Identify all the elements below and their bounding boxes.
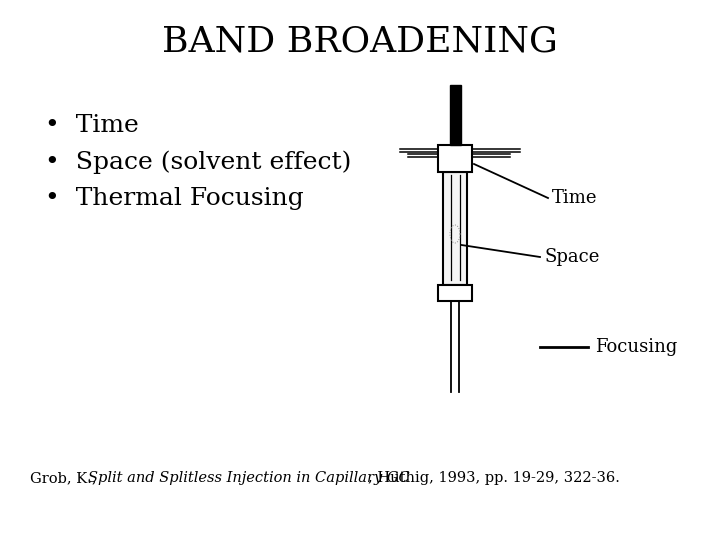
Bar — [438, 145, 472, 172]
Text: •  Thermal Focusing: • Thermal Focusing — [45, 187, 304, 211]
Bar — [443, 172, 467, 285]
Text: Focusing: Focusing — [595, 338, 678, 356]
Text: •  Space (solvent effect): • Space (solvent effect) — [45, 150, 351, 174]
Text: BAND BROADENING: BAND BROADENING — [162, 25, 558, 59]
Bar — [438, 285, 472, 301]
Text: Time: Time — [552, 189, 598, 207]
Text: , Huthig, 1993, pp. 19-29, 322-36.: , Huthig, 1993, pp. 19-29, 322-36. — [368, 471, 620, 485]
Text: Space: Space — [544, 248, 599, 266]
Text: •  Time: • Time — [45, 113, 139, 137]
Text: Grob, K.,: Grob, K., — [30, 471, 102, 485]
Text: Split and Splitless Injection in Capillary GC: Split and Splitless Injection in Capilla… — [88, 471, 410, 485]
Bar — [449, 85, 461, 145]
